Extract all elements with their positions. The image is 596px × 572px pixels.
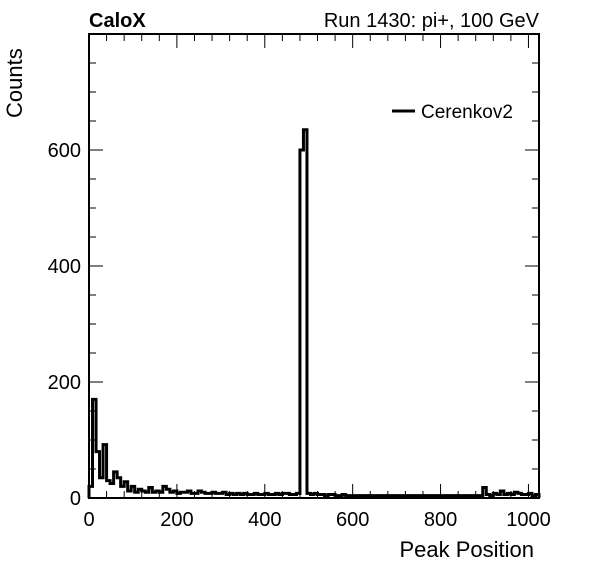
header-right-label: Run 1430: pi+, 100 GeV <box>324 10 540 32</box>
x-tick-label: 0 <box>83 509 94 531</box>
x-tick-label: 1000 <box>506 509 551 531</box>
y-tick-label: 0 <box>70 488 81 510</box>
x-tick-label: 600 <box>336 509 369 531</box>
x-tick-label: 200 <box>160 509 193 531</box>
y-tick-label: 600 <box>48 140 81 162</box>
y-axis-title: Counts <box>2 48 27 118</box>
plot-frame <box>88 33 540 499</box>
x-tick-label: 800 <box>424 509 457 531</box>
histogram-series-cerenkov2 <box>87 128 541 498</box>
tick-labels: 0 200 400 600 800 1000 0 200 400 600 <box>48 140 551 531</box>
x-tick-label: 400 <box>248 509 281 531</box>
x-axis-title: Peak Position <box>399 537 534 562</box>
legend: Cerenkov2 <box>392 102 513 123</box>
y-tick-label: 400 <box>48 256 81 278</box>
y-tick-label: 200 <box>48 372 81 394</box>
header-left-label: CaloX <box>89 10 146 32</box>
legend-label-cerenkov2: Cerenkov2 <box>421 102 513 123</box>
